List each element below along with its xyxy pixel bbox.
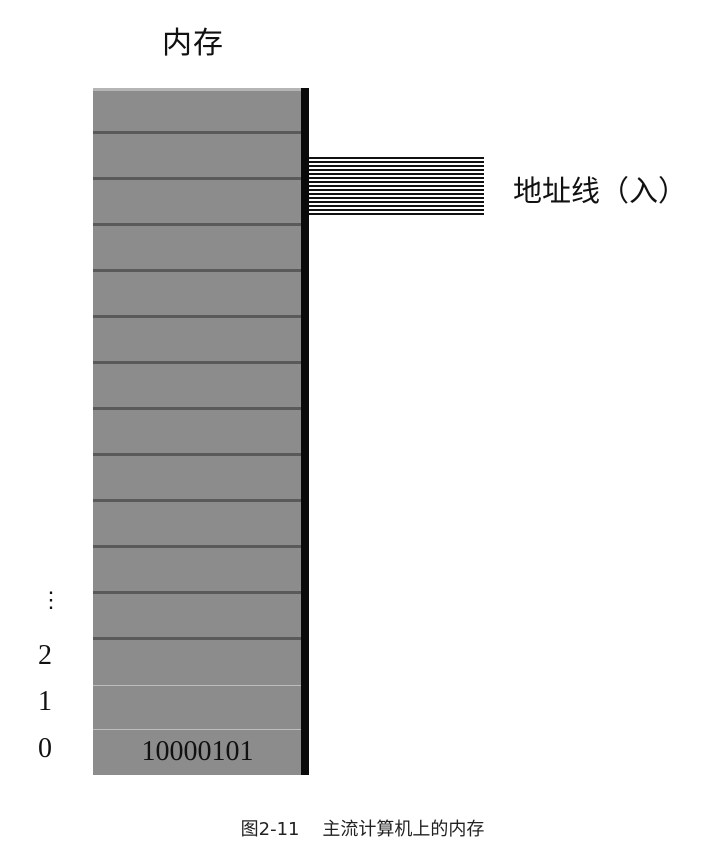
row-label-2: 2 — [38, 640, 52, 671]
memory-cell — [93, 456, 302, 502]
memory-cell — [93, 364, 302, 410]
figure-caption: 图2-11 主流计算机上的内存 — [240, 819, 485, 840]
memory-cell — [93, 502, 302, 548]
memory-cell — [93, 226, 302, 272]
ellipsis-vertical: ⋮ — [40, 588, 62, 613]
memory-cells: 10000101 — [93, 88, 302, 775]
memory-cell — [93, 594, 302, 640]
address-lines-label: 地址线（入） — [513, 174, 688, 208]
memory-cell — [93, 134, 302, 180]
memory-title: 内存 — [162, 26, 224, 61]
memory-cell — [93, 318, 302, 364]
memory-cell — [93, 640, 302, 686]
memory-cell — [93, 548, 302, 594]
memory-cell — [93, 686, 302, 730]
memory-cell — [93, 88, 302, 134]
memory-cell — [93, 410, 302, 456]
memory-cell-0: 10000101 — [93, 730, 302, 775]
memory-bus-bar — [301, 88, 309, 775]
row-label-1: 1 — [38, 686, 52, 717]
address-lines — [309, 157, 484, 215]
memory-cell — [93, 272, 302, 318]
cell-value: 10000101 — [141, 736, 254, 767]
memory-cell — [93, 180, 302, 226]
row-label-0: 0 — [38, 733, 52, 764]
